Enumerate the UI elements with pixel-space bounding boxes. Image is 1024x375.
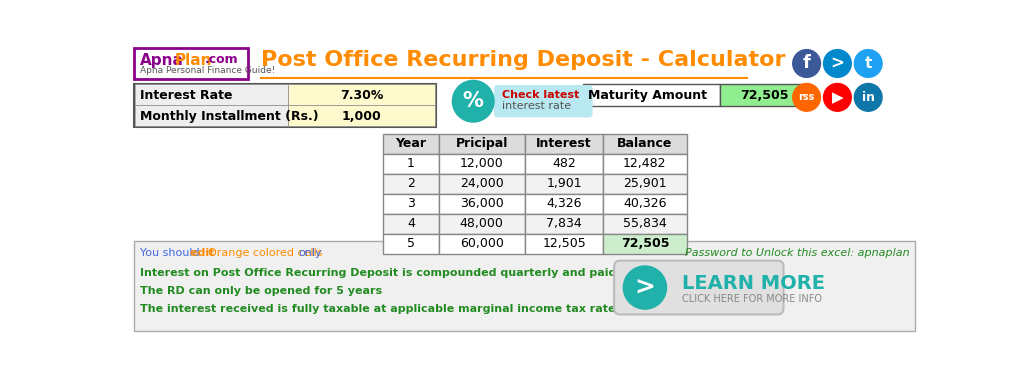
FancyBboxPatch shape xyxy=(383,174,438,194)
Text: in: in xyxy=(862,91,874,104)
Text: 1: 1 xyxy=(407,157,415,170)
Text: LEARN MORE: LEARN MORE xyxy=(682,274,825,294)
FancyBboxPatch shape xyxy=(288,84,435,105)
Text: Password to Unlock this excel: apnaplan: Password to Unlock this excel: apnaplan xyxy=(685,248,909,258)
Text: 12,482: 12,482 xyxy=(624,157,667,170)
Text: rss: rss xyxy=(799,92,815,102)
FancyBboxPatch shape xyxy=(438,194,524,214)
Text: Interest on Post Office Recurring Deposit is compounded quarterly and paid at ma: Interest on Post Office Recurring Deposi… xyxy=(140,267,690,278)
Text: 7.30%: 7.30% xyxy=(340,89,383,102)
FancyBboxPatch shape xyxy=(438,234,524,254)
FancyBboxPatch shape xyxy=(383,214,438,234)
FancyBboxPatch shape xyxy=(584,84,720,106)
Text: 1,000: 1,000 xyxy=(342,110,381,123)
FancyBboxPatch shape xyxy=(614,261,783,315)
FancyBboxPatch shape xyxy=(603,134,686,154)
Text: Apna: Apna xyxy=(140,53,183,68)
Circle shape xyxy=(793,50,820,77)
Text: 55,834: 55,834 xyxy=(623,217,667,230)
Text: 24,000: 24,000 xyxy=(460,177,504,190)
Text: 5: 5 xyxy=(407,237,415,250)
Text: Interest: Interest xyxy=(537,137,592,150)
Circle shape xyxy=(793,84,820,111)
FancyBboxPatch shape xyxy=(134,84,436,127)
Text: 36,000: 36,000 xyxy=(460,197,504,210)
Text: Plan: Plan xyxy=(174,53,212,68)
Text: only: only xyxy=(298,248,322,258)
Text: Orange colored cells: Orange colored cells xyxy=(208,248,326,258)
FancyBboxPatch shape xyxy=(524,174,603,194)
Text: 482: 482 xyxy=(552,157,575,170)
FancyBboxPatch shape xyxy=(603,194,686,214)
Circle shape xyxy=(854,84,882,111)
FancyBboxPatch shape xyxy=(524,214,603,234)
FancyBboxPatch shape xyxy=(524,134,603,154)
FancyBboxPatch shape xyxy=(288,105,435,126)
Text: 72,505: 72,505 xyxy=(740,89,788,102)
FancyBboxPatch shape xyxy=(383,234,438,254)
FancyBboxPatch shape xyxy=(131,45,920,334)
Text: 2: 2 xyxy=(407,177,415,190)
FancyBboxPatch shape xyxy=(720,84,809,106)
Text: Balance: Balance xyxy=(617,137,673,150)
FancyBboxPatch shape xyxy=(383,134,438,154)
Text: Interest Rate: Interest Rate xyxy=(140,89,232,102)
Text: 3: 3 xyxy=(407,197,415,210)
Text: 48,000: 48,000 xyxy=(460,217,504,230)
Text: t: t xyxy=(864,56,871,71)
Text: 72,505: 72,505 xyxy=(621,237,669,250)
Text: 4: 4 xyxy=(407,217,415,230)
FancyBboxPatch shape xyxy=(134,242,915,331)
Text: %: % xyxy=(463,91,483,111)
FancyBboxPatch shape xyxy=(603,174,686,194)
Text: 7,834: 7,834 xyxy=(546,217,582,230)
FancyBboxPatch shape xyxy=(135,84,288,105)
FancyBboxPatch shape xyxy=(603,154,686,174)
FancyBboxPatch shape xyxy=(383,194,438,214)
FancyBboxPatch shape xyxy=(603,234,686,254)
FancyBboxPatch shape xyxy=(438,154,524,174)
FancyBboxPatch shape xyxy=(383,154,438,174)
Text: Maturity Amount: Maturity Amount xyxy=(588,89,707,102)
Text: CLICK HERE FOR MORE INFO: CLICK HERE FOR MORE INFO xyxy=(682,294,822,304)
Text: Monthly Installment (Rs.): Monthly Installment (Rs.) xyxy=(140,110,318,123)
FancyBboxPatch shape xyxy=(134,48,249,79)
Text: edit: edit xyxy=(189,248,218,258)
Text: 1,901: 1,901 xyxy=(546,177,582,190)
Text: Check latest: Check latest xyxy=(502,90,579,100)
Text: Post Office Recurring Deposit - Calculator: Post Office Recurring Deposit - Calculat… xyxy=(261,50,786,70)
Text: 60,000: 60,000 xyxy=(460,237,504,250)
Text: 25,901: 25,901 xyxy=(624,177,667,190)
Text: .com: .com xyxy=(205,53,239,66)
FancyBboxPatch shape xyxy=(135,105,288,126)
Text: The RD can only be opened for 5 years: The RD can only be opened for 5 years xyxy=(140,286,382,296)
Circle shape xyxy=(823,84,851,111)
FancyBboxPatch shape xyxy=(524,194,603,214)
Text: 12,505: 12,505 xyxy=(542,237,586,250)
FancyBboxPatch shape xyxy=(438,214,524,234)
Text: ▶: ▶ xyxy=(831,90,844,105)
Text: 12,000: 12,000 xyxy=(460,157,504,170)
FancyBboxPatch shape xyxy=(494,85,593,117)
Text: 40,326: 40,326 xyxy=(624,197,667,210)
FancyBboxPatch shape xyxy=(438,174,524,194)
Text: You should: You should xyxy=(140,248,203,258)
Circle shape xyxy=(624,266,667,309)
Text: interest rate: interest rate xyxy=(502,101,570,111)
Circle shape xyxy=(823,50,851,77)
Text: 4,326: 4,326 xyxy=(547,197,582,210)
Circle shape xyxy=(854,50,882,77)
Text: >: > xyxy=(635,276,655,300)
Text: Apna Personal Finance Guide!: Apna Personal Finance Guide! xyxy=(140,66,275,75)
Text: The interest received is fully taxable at applicable marginal income tax rates.: The interest received is fully taxable a… xyxy=(140,304,626,315)
Text: f: f xyxy=(803,54,811,72)
FancyBboxPatch shape xyxy=(524,154,603,174)
Circle shape xyxy=(453,80,494,122)
Text: Year: Year xyxy=(395,137,426,150)
Text: Pricipal: Pricipal xyxy=(456,137,508,150)
FancyBboxPatch shape xyxy=(524,234,603,254)
Text: >: > xyxy=(830,54,845,72)
FancyBboxPatch shape xyxy=(438,134,524,154)
FancyBboxPatch shape xyxy=(603,214,686,234)
